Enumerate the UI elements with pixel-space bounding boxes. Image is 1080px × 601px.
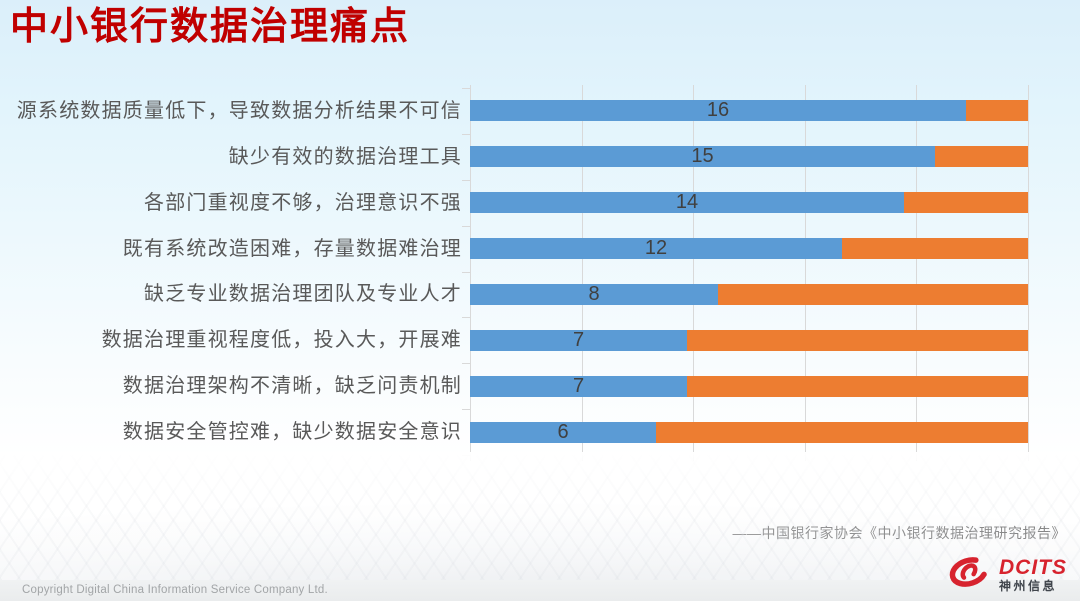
bar-segment-primary	[470, 192, 904, 213]
bar-segment-primary	[470, 146, 935, 167]
bar-value-label: 7	[572, 375, 585, 397]
category-label: 缺乏专业数据治理团队及专业人才	[144, 283, 462, 305]
category-axis: 源系统数据质量低下，导致数据分析结果不可信缺少有效的数据治理工具各部门重视度不够…	[0, 88, 462, 455]
bar-segment-remainder	[687, 330, 1028, 351]
axis-tick	[462, 317, 470, 318]
bar-segment-remainder	[718, 284, 1028, 305]
bar-segment-primary	[470, 422, 656, 443]
bar-segment-primary	[470, 330, 687, 351]
axis-tick	[462, 363, 470, 364]
bar-value-label: 6	[557, 421, 569, 443]
category-axis-line	[470, 88, 471, 455]
bar-segment-primary	[470, 100, 966, 121]
footer-bar: Copyright Digital China Information Serv…	[0, 580, 1080, 601]
axis-tick	[462, 180, 470, 181]
gridline	[693, 85, 694, 461]
axis-tick	[462, 409, 470, 410]
bar-segment-remainder	[966, 100, 1028, 121]
bar-value-label: 7	[572, 329, 585, 351]
logo-brand-en: DCITS	[999, 555, 1067, 579]
bar-segment-primary	[470, 284, 718, 305]
bar-value-label: 8	[588, 283, 600, 305]
category-label: 数据治理架构不清晰，缺乏问责机制	[122, 375, 462, 397]
category-label: 数据安全管控难，缺少数据安全意识	[122, 421, 462, 443]
bar-segment-remainder	[687, 376, 1028, 397]
copyright-text: Copyright Digital China Information Serv…	[22, 584, 328, 596]
bar-value-label: 12	[644, 237, 668, 259]
logo-wordmark: DCITS 神州信息	[999, 557, 1067, 592]
gridline	[916, 85, 917, 461]
bar-segment-primary	[470, 376, 687, 397]
bar-segment-remainder	[842, 238, 1028, 259]
page-title: 中小银行数据治理痛点	[10, 6, 411, 48]
bar-value-label: 16	[706, 99, 730, 121]
axis-tick	[462, 226, 470, 227]
dcits-logo: DCITS 神州信息	[946, 552, 1067, 596]
axis-tick	[462, 134, 470, 135]
gridline	[1028, 85, 1029, 461]
swirl-comet-icon	[946, 552, 992, 597]
axis-tick	[462, 272, 470, 273]
bar-value-label: 15	[691, 145, 714, 167]
category-label: 源系统数据质量低下，导致数据分析结果不可信	[16, 100, 462, 122]
gridline	[805, 85, 806, 461]
plot-area: 16 15 14 12 8 7 7 6	[462, 85, 1029, 461]
bar-segment-remainder	[904, 192, 1028, 213]
category-label: 各部门重视度不够，治理意识不强	[144, 192, 462, 214]
bar-value-label: 14	[675, 191, 699, 213]
bar-segment-primary	[470, 238, 842, 259]
axis-tick	[462, 455, 470, 456]
axis-tick	[462, 88, 470, 89]
category-label: 缺少有效的数据治理工具	[228, 146, 462, 168]
source-citation: ——中国银行家协会《中小银行数据治理研究报告》	[732, 525, 1066, 541]
logo-brand-cn: 神州信息	[999, 578, 1058, 593]
category-label: 数据治理重视程度低，投入大，开展难	[101, 329, 462, 351]
bar-segment-remainder	[656, 422, 1028, 443]
bar-segment-remainder	[935, 146, 1028, 167]
category-label: 既有系统改造困难，存量数据难治理	[122, 238, 462, 260]
gridline	[582, 85, 583, 461]
